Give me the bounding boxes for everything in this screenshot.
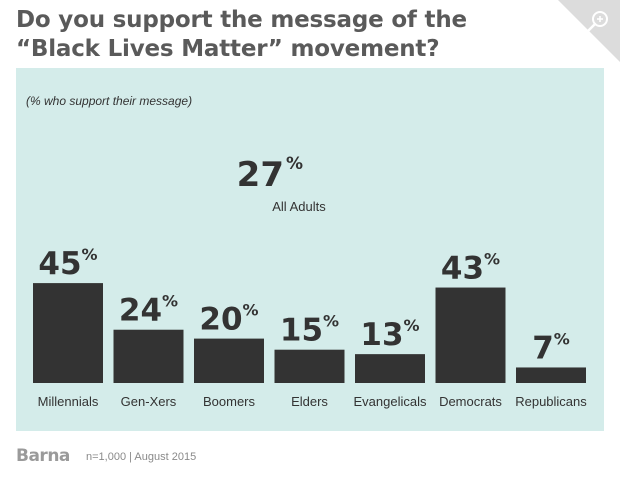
category-label-evangelicals: Evangelicals bbox=[354, 394, 427, 409]
brand-logo: Barna bbox=[16, 446, 70, 466]
data-label-gen-xers: 24% bbox=[119, 292, 178, 329]
zoom-in-icon[interactable] bbox=[584, 8, 612, 36]
bar-millennials bbox=[33, 283, 103, 383]
overall-label: All Adults bbox=[272, 199, 326, 214]
overall-value: 27 bbox=[237, 155, 284, 195]
category-label-boomers: Boomers bbox=[203, 394, 256, 409]
bar-boomers bbox=[194, 338, 264, 383]
data-label-boomers: 20% bbox=[199, 301, 258, 338]
category-label-republicans: Republicans bbox=[515, 394, 587, 409]
bar-republicans bbox=[516, 367, 586, 383]
category-label-gen-xers: Gen-Xers bbox=[121, 394, 177, 409]
overall-unit: % bbox=[286, 154, 303, 174]
category-label-elders: Elders bbox=[291, 394, 328, 409]
data-label-democrats: 43% bbox=[441, 250, 500, 287]
footer-note: n=1,000 | August 2015 bbox=[86, 451, 197, 463]
category-label-democrats: Democrats bbox=[439, 394, 502, 409]
data-label-republicans: 7% bbox=[532, 329, 570, 366]
bar-gen-xers bbox=[113, 329, 184, 383]
data-label-elders: 15% bbox=[280, 312, 339, 349]
data-label-evangelicals: 13% bbox=[360, 316, 419, 353]
chart-panel: (% who support their message) 27 % All A… bbox=[16, 68, 604, 431]
data-label-millennials: 45% bbox=[38, 245, 97, 282]
bar-elders bbox=[274, 349, 345, 383]
bar-chart: 27 % All Adults 45% Millennials 24% Gen-Xer… bbox=[33, 154, 587, 409]
chart-subtitle: (% who support their message) bbox=[26, 94, 193, 108]
category-label-millennials: Millennials bbox=[38, 394, 99, 409]
chart-title: Do you support the message of the “Black… bbox=[16, 7, 467, 62]
bar-evangelicals bbox=[355, 354, 425, 383]
bar-democrats bbox=[435, 287, 506, 383]
